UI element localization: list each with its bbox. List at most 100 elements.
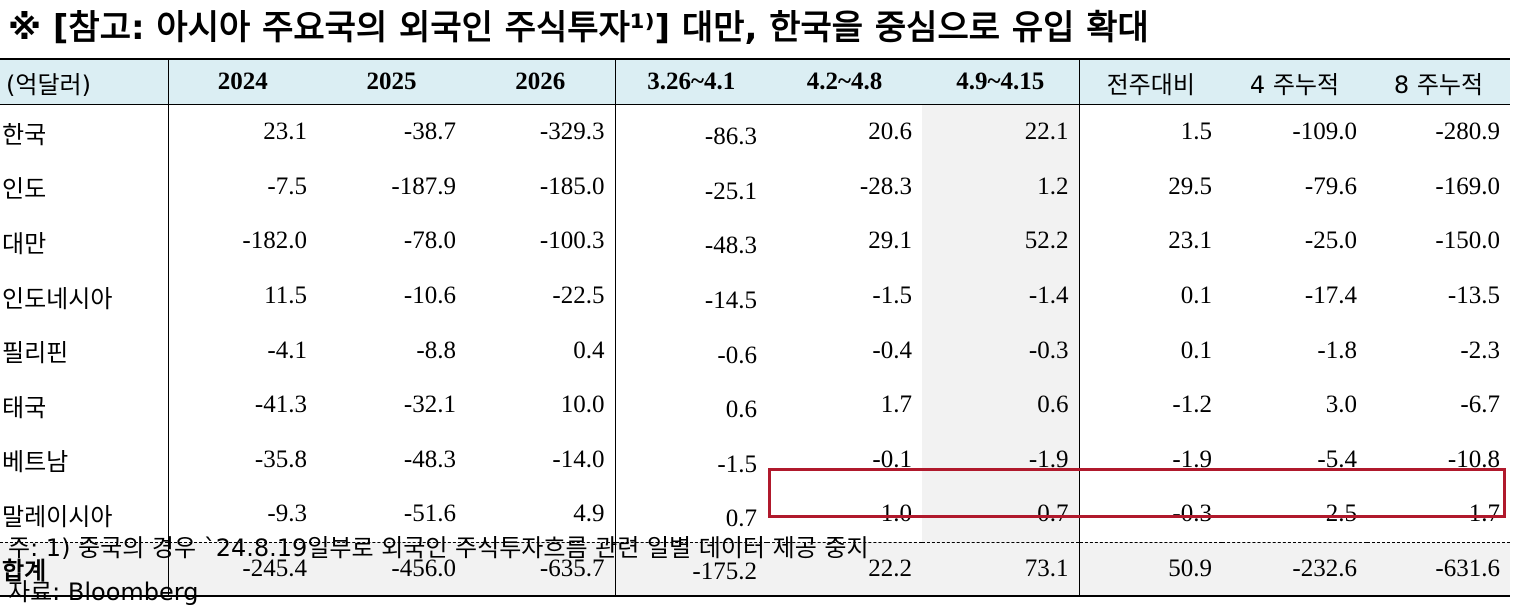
table-cell: -0.3 bbox=[1172, 500, 1212, 528]
table-cell: -2.3 bbox=[1460, 336, 1500, 364]
total-cell: -456.0 bbox=[317, 541, 466, 597]
table-cell: -51.6 bbox=[403, 500, 456, 528]
page-title: ※ [참고: 아시아 주요국의 외국인 주식투자¹⁾] 대만, 한국을 중심으로… bbox=[8, 8, 1149, 48]
table-row: 한국 23.1 -38.7 -329.3 -86.3 20.6 22.1 1.5… bbox=[0, 104, 1510, 160]
row-label: 필리핀 bbox=[0, 323, 169, 378]
table-cell: 1.7 bbox=[880, 391, 912, 419]
table-cell: -6.7 bbox=[1460, 391, 1500, 419]
table-cell: 1.0 bbox=[880, 500, 912, 528]
header-8week-cumulative: 8 주누적 bbox=[1367, 58, 1510, 105]
table-row: 대만 -182.0 -78.0 -100.3 -48.3 29.1 52.2 2… bbox=[0, 214, 1510, 269]
table-cell: -13.5 bbox=[1447, 282, 1500, 310]
total-row: 합계 -245.4 -456.0 -635.7 -175.2 22.2 73.1… bbox=[0, 541, 1510, 597]
total-cell: 50.9 bbox=[1079, 541, 1222, 597]
table-cell: -280.9 bbox=[1435, 118, 1500, 146]
row-label: 말레이시아 bbox=[0, 487, 169, 543]
table-cell: -0.3 bbox=[922, 323, 1080, 378]
header-2025: 2025 bbox=[317, 58, 466, 105]
table-cell: 1.7 bbox=[1468, 500, 1500, 528]
table-cell: -0.6 bbox=[717, 341, 757, 369]
table-cell: 10.0 bbox=[466, 377, 616, 433]
table-cell: -185.0 bbox=[466, 159, 616, 215]
table-cell: -35.8 bbox=[254, 445, 307, 473]
table-cell: -10.8 bbox=[1447, 445, 1500, 473]
footnote: 주: 1) 중국의 경우 `24.8.19일부로 외국인 주식투자흐름 관련 일… bbox=[8, 534, 869, 562]
table-cell: -1.9 bbox=[1172, 445, 1212, 473]
row-label: 대만 bbox=[0, 214, 169, 269]
header-wow-change: 전주대비 bbox=[1079, 58, 1222, 105]
table-cell: 1.5 bbox=[1180, 118, 1212, 146]
total-cell: -245.4 bbox=[168, 541, 317, 597]
row-label: 베트남 bbox=[0, 432, 169, 488]
total-cell: 73.1 bbox=[922, 541, 1080, 597]
table-cell: -48.3 bbox=[403, 445, 456, 473]
total-cell: -232.6 bbox=[1222, 541, 1367, 597]
table-cell: -28.3 bbox=[859, 172, 912, 200]
table-cell: 0.1 bbox=[1180, 282, 1212, 310]
table-cell: -1.8 bbox=[1317, 336, 1357, 364]
table-cell: 11.5 bbox=[264, 282, 307, 310]
table-cell: -1.2 bbox=[1172, 391, 1212, 419]
table-cell: -22.5 bbox=[466, 268, 616, 324]
foreign-equity-flow-table: (억달러) 2024 2025 2026 3.26~4.1 4.2~4.8 4.… bbox=[0, 58, 1510, 597]
total-cell: -175.2 bbox=[615, 541, 767, 597]
table-cell: 52.2 bbox=[922, 214, 1080, 269]
table-cell: 0.6 bbox=[922, 377, 1080, 433]
table-cell: -17.4 bbox=[1304, 282, 1357, 310]
table-row: 인도 -7.5 -187.9 -185.0 -25.1 -28.3 1.2 29… bbox=[0, 159, 1510, 215]
table-cell: -100.3 bbox=[466, 214, 616, 269]
table-cell: -0.4 bbox=[872, 336, 912, 364]
total-cell: -631.6 bbox=[1367, 541, 1510, 597]
table-cell: -14.0 bbox=[466, 432, 616, 488]
table-cell: -10.6 bbox=[403, 282, 456, 310]
row-label: 태국 bbox=[0, 377, 169, 433]
table-cell: 23.1 bbox=[1168, 227, 1212, 255]
table-cell: -182.0 bbox=[242, 227, 307, 255]
table-cell: 0.6 bbox=[725, 396, 757, 424]
header-4week-cumulative: 4 주누적 bbox=[1222, 58, 1367, 105]
table-cell: -187.9 bbox=[391, 172, 456, 200]
table-cell: -329.3 bbox=[466, 104, 616, 160]
table-cell: 0.1 bbox=[1180, 336, 1212, 364]
total-label: 합계 bbox=[0, 541, 169, 597]
table-cell: -25.1 bbox=[704, 177, 757, 205]
table-cell: -1.5 bbox=[717, 450, 757, 478]
table-cell: -25.0 bbox=[1304, 227, 1357, 255]
table-cell: 1.2 bbox=[922, 159, 1080, 215]
header-unit: (억달러) bbox=[0, 58, 169, 105]
row-label: 인도 bbox=[0, 159, 169, 215]
table-cell: -5.4 bbox=[1317, 445, 1357, 473]
table-cell: 20.6 bbox=[868, 118, 912, 146]
table-cell: -7.5 bbox=[267, 172, 307, 200]
table-cell: 22.1 bbox=[922, 104, 1080, 160]
table-row: 인도네시아 11.5 -10.6 -22.5 -14.5 -1.5 -1.4 0… bbox=[0, 268, 1510, 324]
header-week-2: 4.2~4.8 bbox=[767, 58, 922, 105]
header-2026: 2026 bbox=[466, 58, 616, 105]
table-cell: -79.6 bbox=[1304, 172, 1357, 200]
table-cell: -1.4 bbox=[922, 268, 1080, 324]
header-week-1: 3.26~4.1 bbox=[615, 58, 767, 105]
table-cell: -9.3 bbox=[267, 500, 307, 528]
table-cell: -86.3 bbox=[704, 123, 757, 151]
row-label: 한국 bbox=[0, 104, 169, 160]
row-label: 인도네시아 bbox=[0, 268, 169, 324]
table-cell: 0.7 bbox=[922, 487, 1080, 543]
table-cell: -14.5 bbox=[704, 287, 757, 315]
table-cell: -0.1 bbox=[872, 445, 912, 473]
table-cell: -109.0 bbox=[1292, 118, 1357, 146]
table-cell: 0.7 bbox=[725, 505, 757, 533]
table-row: 베트남 -35.8 -48.3 -14.0 -1.5 -0.1 -1.9 -1.… bbox=[0, 432, 1510, 488]
table-cell: 2.5 bbox=[1325, 500, 1357, 528]
table-cell: -48.3 bbox=[704, 232, 757, 260]
total-cell: -635.7 bbox=[466, 541, 616, 597]
header-2024: 2024 bbox=[168, 58, 317, 105]
table-cell: 0.4 bbox=[466, 323, 616, 378]
table-cell: -169.0 bbox=[1435, 172, 1500, 200]
table-cell: -41.3 bbox=[254, 391, 307, 419]
table-cell: -32.1 bbox=[403, 391, 456, 419]
total-cell: 22.2 bbox=[767, 541, 922, 597]
header-week-3: 4.9~4.15 bbox=[922, 58, 1080, 105]
table-cell: -38.7 bbox=[403, 118, 456, 146]
table-cell: 29.1 bbox=[868, 227, 912, 255]
header-row: (억달러) 2024 2025 2026 3.26~4.1 4.2~4.8 4.… bbox=[0, 58, 1510, 105]
